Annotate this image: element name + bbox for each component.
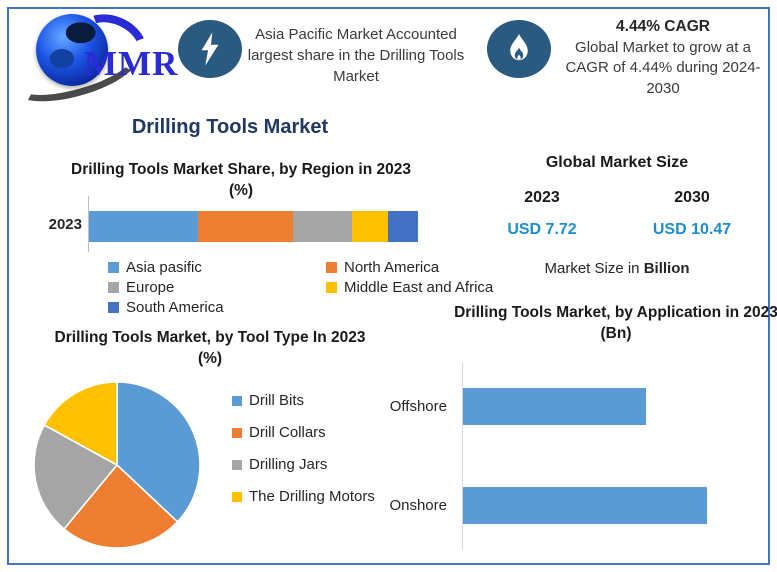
tool-type-pie-chart (33, 381, 201, 549)
legend-item: Drilling Jars (232, 456, 375, 473)
tool-type-chart-title: Drilling Tools Market, by Tool Type In 2… (54, 329, 366, 367)
year-label: 2030 (674, 189, 710, 206)
region-category-label: 2023 (48, 216, 82, 233)
application-bar-row (463, 487, 768, 524)
region-bar-segment (352, 211, 389, 242)
logo-text: MMR (84, 44, 179, 83)
legend-swatch (326, 262, 337, 273)
application-category-label: Onshore (389, 497, 447, 514)
lightning-glyph (201, 32, 219, 66)
application-bar-row (463, 388, 768, 425)
market-size-values: USD 7.72 USD 10.47 (467, 221, 767, 239)
onshore-bar (463, 487, 707, 524)
cagr-title: 4.44% CAGR (616, 18, 710, 35)
pie-slice (116, 381, 201, 523)
legend-item: Asia pasific (108, 259, 326, 276)
region-stacked-bar (89, 211, 418, 242)
pie-slice (33, 424, 118, 530)
legend-item: North America (326, 259, 493, 276)
market-size-note-bold: Billion (643, 260, 690, 277)
legend-label: Europe (126, 279, 175, 296)
market-size-note: Market Size in Billion (544, 260, 690, 277)
globe-icon (36, 14, 108, 86)
legend-swatch (232, 395, 242, 406)
legend-item: Middle East and Africa (326, 279, 493, 296)
legend-swatch (108, 302, 119, 313)
header-highlight-text: Asia Pacific Market Accounted largest sh… (247, 26, 465, 85)
page-title: Drilling Tools Market (131, 116, 329, 138)
market-value: USD 7.72 (507, 221, 577, 238)
legend-item: Drill Bits (232, 392, 375, 409)
legend-swatch (232, 491, 242, 502)
flame-glyph (510, 34, 528, 61)
region-bar-segment (89, 211, 198, 242)
legend-item: Drill Collars (232, 424, 375, 441)
legend-label: The Drilling Motors (249, 488, 375, 505)
cagr-text: Global Market to grow at a CAGR of 4.44%… (565, 39, 761, 97)
market-size-years: 2023 2030 (467, 189, 767, 207)
application-chart-axis (462, 363, 463, 550)
region-chart-title: Drilling Tools Market Share, by Region i… (71, 161, 411, 199)
lightning-icon (178, 20, 242, 78)
region-bar-segment (388, 211, 418, 242)
legend-label: Drill Collars (249, 424, 326, 441)
legend-item: South America (108, 299, 326, 316)
global-market-size-title: Global Market Size (545, 154, 689, 171)
legend-swatch (108, 282, 119, 293)
legend-label: Middle East and Africa (344, 279, 494, 296)
application-chart-title: Drilling Tools Market, by Application in… (454, 304, 777, 342)
region-legend: Asia pasific North America Europe Middle… (108, 259, 493, 316)
market-value: USD 10.47 (652, 221, 732, 238)
legend-label: Asia pasific (126, 259, 202, 276)
cagr-block: 4.44% CAGR Global Market to grow at a CA… (558, 18, 768, 99)
region-chart-axis (88, 196, 89, 252)
legend-swatch (108, 262, 119, 273)
legend-label: North America (344, 259, 440, 276)
legend-item: The Drilling Motors (232, 488, 375, 505)
offshore-bar (463, 388, 646, 425)
pie-slice (43, 381, 118, 466)
year-label: 2023 (524, 189, 560, 206)
pie-legend: Drill Bits Drill Collars Drilling Jars T… (232, 392, 375, 520)
mmr-logo: MMR (8, 3, 177, 113)
legend-swatch (232, 427, 242, 438)
flame-icon (487, 20, 551, 78)
legend-label: South America (126, 299, 224, 316)
legend-swatch (232, 459, 242, 470)
pie-slice (63, 464, 179, 549)
legend-swatch (326, 282, 337, 293)
legend-label: Drilling Jars (249, 456, 328, 473)
legend-label: Drill Bits (249, 392, 304, 409)
region-bar-segment (292, 211, 353, 242)
region-bar-segment (197, 211, 293, 242)
legend-item: Europe (108, 279, 326, 296)
application-category-label: Offshore (389, 398, 447, 415)
